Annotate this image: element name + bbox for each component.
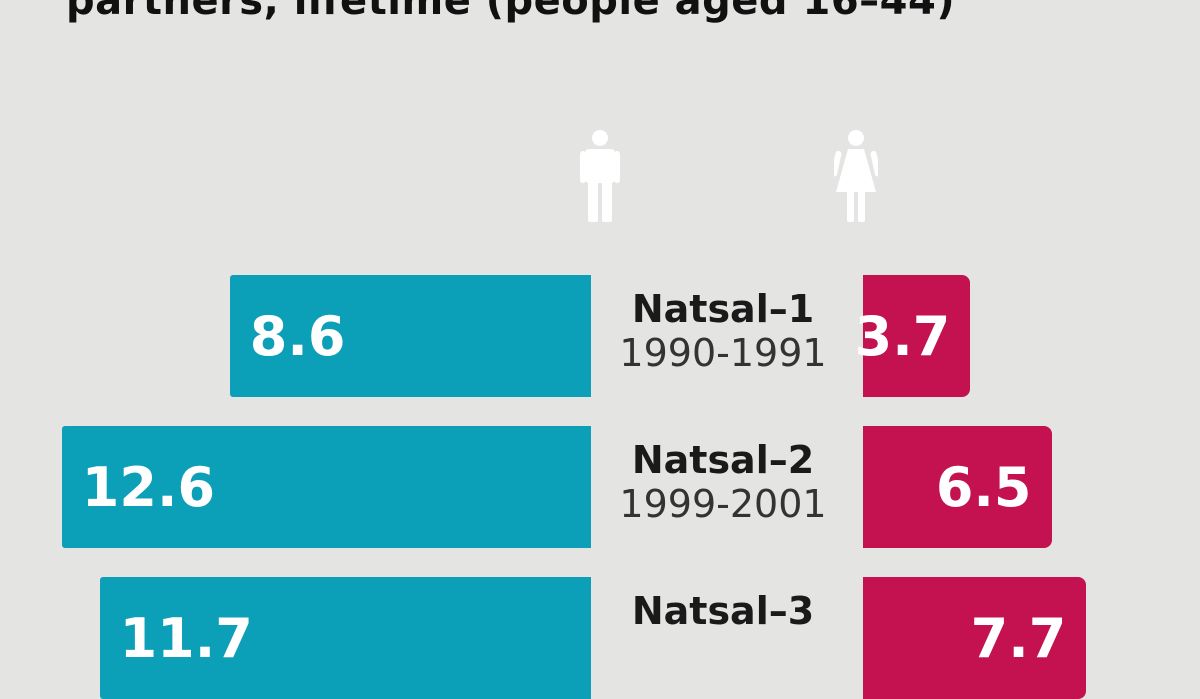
survey-category-label: Natsal–1 1990-1991: [600, 287, 846, 375]
men-bar: 11.7: [99, 577, 591, 699]
male-person-icon: [580, 130, 620, 222]
women-bar: 7.7: [863, 577, 1087, 699]
women-value-label: 6.5: [935, 455, 1032, 519]
survey-name: Natsal–2: [631, 438, 815, 482]
survey-category-label: Natsal–2 1999-2001: [600, 438, 846, 526]
women-legend-circle: [788, 108, 924, 244]
women-value-label: 3.7: [854, 304, 951, 368]
women-value-label: 7.7: [970, 606, 1067, 670]
men-value-label: 8.6: [249, 304, 346, 368]
survey-years: 1999-2001: [619, 482, 827, 526]
survey-name: Natsal–3: [631, 589, 815, 633]
men-bar: 8.6: [229, 275, 591, 397]
men-bar: 12.6: [61, 426, 591, 548]
survey-years: 1990-1991: [619, 331, 827, 375]
women-bar: 3.7: [855, 275, 971, 397]
men-legend-circle: [532, 108, 668, 244]
survey-name: Natsal–1: [631, 287, 815, 331]
female-person-icon: [834, 130, 878, 222]
chart-title: partners, lifetime (people aged 16–44): [66, 0, 956, 24]
men-value-label: 11.7: [119, 606, 253, 670]
men-value-label: 12.6: [81, 455, 216, 519]
women-bar: 6.5: [863, 426, 1052, 548]
survey-category-label: Natsal–3: [600, 589, 846, 633]
